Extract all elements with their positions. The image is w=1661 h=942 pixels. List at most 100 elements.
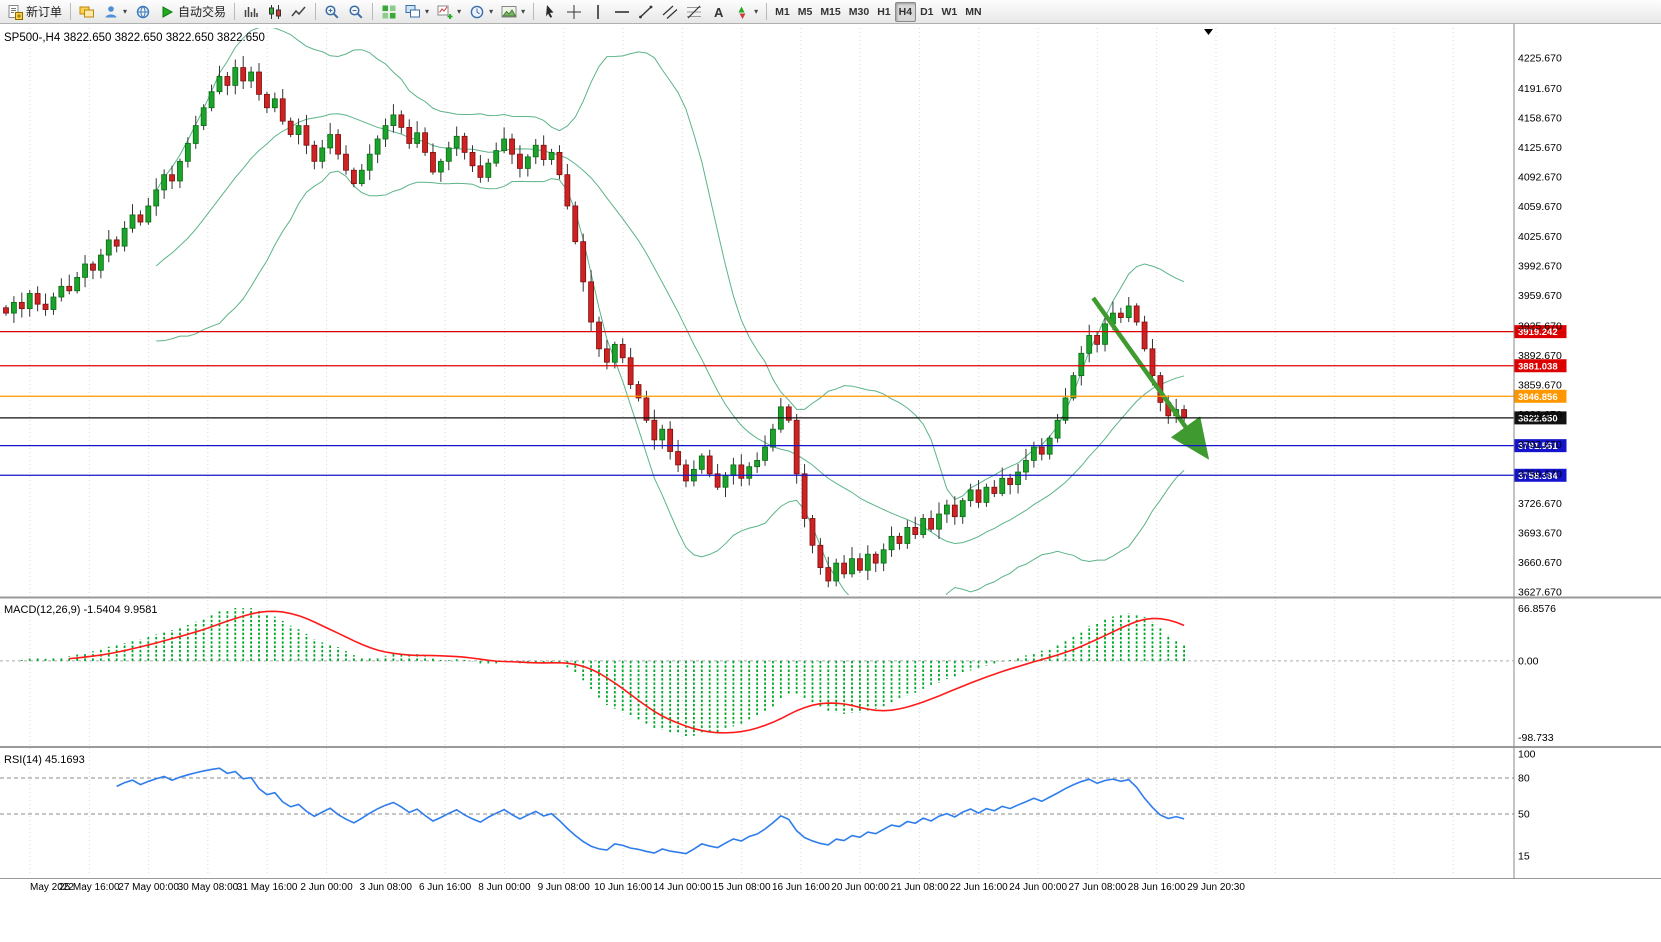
crosshair bbox=[567, 4, 582, 19]
market-watch-icon[interactable] bbox=[75, 2, 99, 22]
zoomout bbox=[349, 4, 363, 19]
tf-d1[interactable]: D1 bbox=[916, 2, 937, 22]
new-chart-icon[interactable]: ▾ bbox=[401, 2, 433, 22]
tf-m1[interactable]: M1 bbox=[771, 2, 794, 22]
candlesticks[interactable] bbox=[3, 55, 1187, 588]
rsi-axis-label: 15 bbox=[1518, 851, 1530, 863]
price-line-label-box bbox=[1514, 411, 1567, 425]
horizontal-line-icon[interactable] bbox=[610, 2, 634, 22]
rsi-line bbox=[116, 767, 1185, 855]
zoom-out-icon[interactable] bbox=[344, 2, 368, 22]
price-tick-label: 4225.670 bbox=[1518, 53, 1562, 65]
periods-icon[interactable]: ▾ bbox=[465, 2, 497, 22]
time-axis-label: 2 Jun 00:00 bbox=[300, 882, 353, 893]
rsi-axis-label: 100 bbox=[1518, 749, 1536, 761]
price-tick-label: 3892.670 bbox=[1518, 350, 1562, 362]
fibonacci-icon[interactable] bbox=[682, 2, 706, 22]
tf-d1-label: D1 bbox=[920, 5, 934, 18]
price-tick-label: 4059.670 bbox=[1518, 201, 1562, 213]
rsi-panel[interactable] bbox=[0, 767, 1514, 855]
toolbar-separator bbox=[234, 3, 236, 20]
channel bbox=[662, 5, 678, 19]
tf-w1[interactable]: W1 bbox=[938, 2, 962, 22]
zoom-in-icon[interactable] bbox=[320, 2, 344, 22]
time-axis-label: 14 Jun 00:00 bbox=[653, 882, 711, 893]
tf-m30[interactable]: M30 bbox=[845, 2, 873, 22]
price-line-label: 3822.650 bbox=[1518, 413, 1558, 424]
community-icon[interactable] bbox=[131, 2, 155, 22]
macd-axis-label: -98.733 bbox=[1518, 732, 1554, 744]
price-tick-label: 3992.670 bbox=[1518, 261, 1562, 273]
time-axis-label: 25 May 16:00 bbox=[59, 882, 120, 893]
macd-panel[interactable] bbox=[0, 608, 1514, 736]
bar-chart-icon[interactable] bbox=[239, 2, 263, 22]
play bbox=[162, 5, 174, 18]
templates-icon[interactable]: ▾ bbox=[497, 2, 529, 22]
price-tick-label: 3759.670 bbox=[1518, 469, 1562, 481]
time-axis-label: 27 Jun 08:00 bbox=[1068, 882, 1126, 893]
price-tick-label: 3792.670 bbox=[1518, 439, 1562, 451]
tf-m15-label: M15 bbox=[820, 5, 841, 18]
price-line-label-box bbox=[1514, 439, 1567, 453]
time-axis-label: 21 Jun 08:00 bbox=[891, 882, 949, 893]
new-order-button[interactable]: 新订单 bbox=[3, 2, 66, 22]
profiles-icon[interactable]: ▾ bbox=[99, 2, 131, 22]
zoomin bbox=[325, 4, 339, 19]
cursor bbox=[546, 4, 554, 18]
cascade bbox=[405, 4, 421, 17]
toolbar-separator bbox=[372, 3, 374, 20]
toolbar-separator bbox=[70, 3, 72, 20]
vertical-line-icon[interactable] bbox=[586, 2, 610, 22]
toolbar-separator bbox=[766, 3, 768, 20]
trend-arrow-object[interactable] bbox=[1091, 296, 1210, 460]
hline bbox=[615, 10, 630, 13]
time-axis-label: 3 Jun 08:00 bbox=[360, 882, 413, 893]
tf-m15[interactable]: M15 bbox=[816, 2, 844, 22]
time-axis-label: 20 Jun 00:00 bbox=[831, 882, 889, 893]
line-chart-icon[interactable] bbox=[287, 2, 311, 22]
price-tick-label: 4191.670 bbox=[1518, 83, 1562, 95]
price-tick-label: 3627.670 bbox=[1518, 586, 1562, 598]
rsi-axis-label: 50 bbox=[1518, 809, 1530, 821]
channel-icon[interactable] bbox=[658, 2, 682, 22]
trendline bbox=[639, 5, 653, 18]
tf-m1-label: M1 bbox=[775, 5, 790, 18]
template bbox=[501, 5, 517, 17]
svg-text:A: A bbox=[714, 5, 724, 20]
tf-m5-label: M5 bbox=[797, 5, 813, 18]
tf-mn[interactable]: MN bbox=[961, 2, 985, 22]
auto-trading-button[interactable]: 自动交易 bbox=[155, 2, 230, 22]
time-axis-label: 27 May 00:00 bbox=[118, 882, 179, 893]
price-line-label-box bbox=[1514, 359, 1567, 373]
time-axis-label: 29 Jun 20:30 bbox=[1187, 882, 1245, 893]
price-tick-label: 4158.670 bbox=[1518, 112, 1562, 124]
chart-window[interactable]: 3919.242 3881.038 3846.856 3822.650 3791.561… bbox=[0, 24, 1661, 942]
bollinger-upper-band bbox=[155, 28, 1185, 501]
tf-h4[interactable]: H4 bbox=[894, 1, 917, 22]
price-line-label: 3791.561 bbox=[1518, 441, 1558, 452]
price-tick-label: 4092.670 bbox=[1518, 171, 1562, 183]
text-icon[interactable]: A bbox=[706, 2, 730, 22]
pluschart bbox=[437, 5, 453, 19]
bollinger-middle-band bbox=[155, 113, 1185, 545]
cursor-icon[interactable] bbox=[538, 2, 562, 22]
horizontal-price-lines[interactable]: 3919.242 3881.038 3846.856 3822.650 3791.561… bbox=[0, 325, 1567, 482]
tile-windows-icon[interactable] bbox=[377, 2, 401, 22]
arrows-icon[interactable]: ▾ bbox=[730, 2, 762, 22]
time-axis-label: 15 Jun 08:00 bbox=[713, 882, 771, 893]
main-chart-panel[interactable] bbox=[3, 27, 1210, 632]
tf-mn-label: MN bbox=[965, 5, 982, 18]
crosshair-icon[interactable] bbox=[562, 2, 586, 22]
trendline-icon[interactable] bbox=[634, 2, 658, 22]
price-tick-label: 4025.670 bbox=[1518, 231, 1562, 243]
candlestick-chart-icon[interactable] bbox=[263, 2, 287, 22]
tf-h1[interactable]: H1 bbox=[873, 2, 894, 22]
tf-m5[interactable]: M5 bbox=[794, 2, 817, 22]
macd-signal-line bbox=[69, 610, 1185, 734]
indicators-icon[interactable]: ▾ bbox=[433, 2, 465, 22]
chart-shift-marker[interactable] bbox=[1204, 29, 1213, 35]
macd-histogram bbox=[20, 608, 1185, 736]
tf-h4-label: H4 bbox=[898, 5, 913, 18]
chevron-down-icon: ▾ bbox=[489, 7, 494, 16]
